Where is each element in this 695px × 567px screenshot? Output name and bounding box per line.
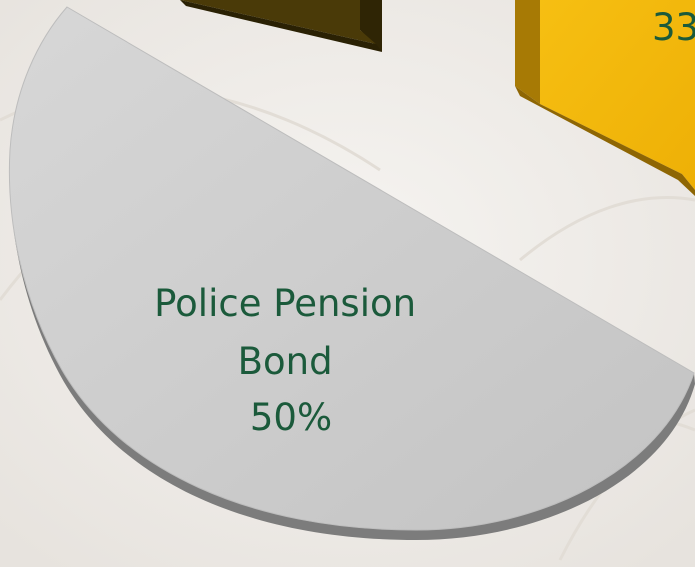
gray-label-line-2: Bond bbox=[238, 340, 333, 383]
pie-slice-dark bbox=[180, 0, 382, 52]
pie-slice-dark-bottom-edge bbox=[180, 0, 382, 52]
pie-slice-dark-side bbox=[360, 0, 382, 52]
pie-slice-yellow-top bbox=[540, 0, 695, 190]
gray-label-line-3: 50% bbox=[250, 396, 332, 439]
pie-slice-yellow-bottom-edge bbox=[515, 86, 695, 196]
pie-slice-gray-label: Police Pension Bond 50% bbox=[154, 282, 428, 439]
gray-label-line-1: Police Pension bbox=[154, 282, 416, 325]
pie-slice-yellow-side bbox=[515, 0, 540, 104]
pie-slice-yellow: 33 bbox=[515, 0, 695, 196]
pie-slice-yellow-label: 33 bbox=[652, 6, 695, 49]
pie-slice-gray: Police Pension Bond 50% bbox=[8, 6, 695, 540]
pie-slice-gray-top bbox=[8, 6, 695, 531]
